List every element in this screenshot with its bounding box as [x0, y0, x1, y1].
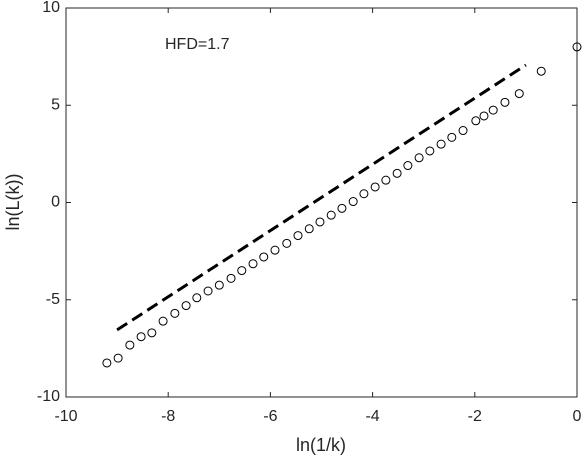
x-axis-label: ln(1/k) — [296, 435, 346, 455]
data-point — [447, 132, 457, 142]
y-axis-label: ln(L(k)) — [3, 174, 23, 231]
data-point — [536, 66, 546, 76]
data-point — [326, 210, 336, 220]
data-point — [270, 245, 280, 255]
data-point — [192, 293, 202, 303]
data-point — [282, 238, 292, 248]
y-tick-label: 10 — [42, 0, 60, 16]
data-point — [315, 217, 325, 227]
data-point — [458, 126, 468, 136]
data-point — [436, 139, 446, 149]
y-tick-label: -10 — [37, 388, 60, 405]
x-tick-label: -2 — [468, 408, 482, 425]
data-point — [214, 280, 224, 290]
y-tick-label: 5 — [51, 96, 60, 113]
y-tick-label: 0 — [51, 194, 60, 211]
data-point — [125, 340, 135, 350]
data-point — [414, 153, 424, 163]
data-point — [500, 97, 510, 107]
data-point — [226, 273, 236, 283]
data-point — [170, 308, 180, 318]
data-point — [237, 266, 247, 276]
y-tick-label: -5 — [46, 291, 60, 308]
data-point — [181, 301, 191, 311]
data-point — [203, 286, 213, 296]
data-point — [359, 189, 369, 199]
data-point — [471, 116, 481, 126]
fit-line — [116, 63, 527, 332]
data-point — [488, 105, 498, 115]
data-point — [259, 252, 269, 262]
data-point — [304, 224, 314, 234]
data-point — [392, 168, 402, 178]
x-tick-label: -8 — [161, 408, 175, 425]
annotation: HFD=1.7 — [165, 36, 230, 53]
plot-area — [65, 7, 578, 398]
x-tick-label: -6 — [263, 408, 277, 425]
x-tick-label: -4 — [365, 408, 379, 425]
data-point — [425, 146, 435, 156]
data-point — [572, 42, 582, 52]
x-tick-label: -10 — [54, 408, 77, 425]
data-point — [337, 203, 347, 213]
data-point — [248, 259, 258, 269]
data-point — [136, 332, 146, 342]
data-point — [102, 358, 112, 368]
data-point — [113, 353, 123, 363]
data-point — [514, 89, 524, 99]
data-point — [147, 328, 157, 338]
data-point — [158, 316, 168, 326]
data-point — [370, 182, 380, 192]
data-point — [403, 161, 413, 171]
data-point — [348, 197, 358, 207]
x-tick-label: 0 — [573, 408, 582, 425]
data-point — [381, 175, 391, 185]
data-point — [479, 111, 489, 121]
data-point — [293, 231, 303, 241]
